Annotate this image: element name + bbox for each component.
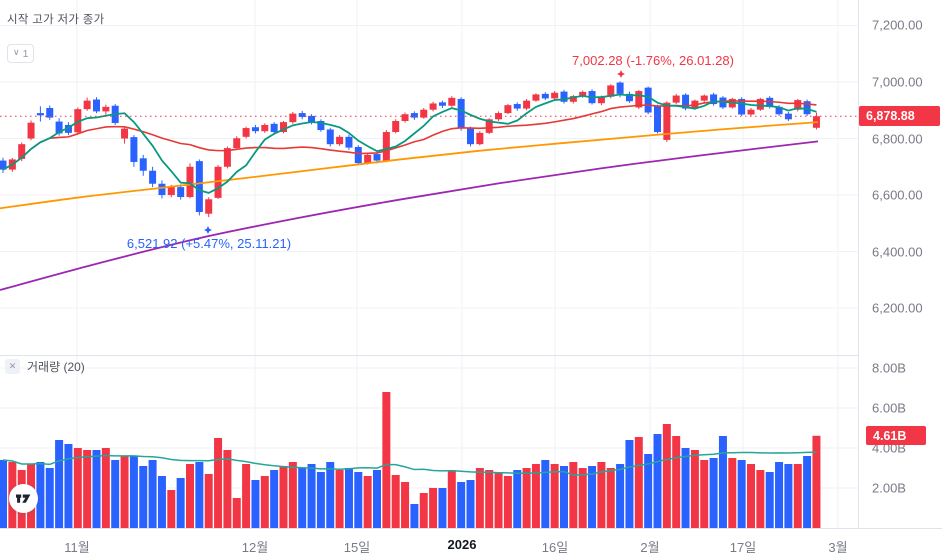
last-price-badge: 6,878.88	[859, 106, 940, 127]
volume-tick-label: 8.00B	[872, 360, 906, 376]
time-tick-label: 17일	[729, 540, 757, 555]
ma-orange-line	[0, 121, 819, 210]
price-tick-label: 7,200.00	[872, 17, 923, 33]
volume-bars	[0, 392, 821, 528]
price-tick-label: 6,800.00	[872, 131, 923, 147]
tradingview-logo-icon	[16, 494, 31, 503]
time-tick-label: 2026	[447, 537, 477, 552]
price-tick-label: 6,400.00	[872, 244, 923, 260]
volume-legend: ✕ 거래량 (20)	[5, 358, 85, 375]
low-annotation: 6,521.92 (+5.47%, 25.11.21)	[126, 236, 292, 251]
price-tick-label: 6,200.00	[872, 300, 923, 316]
volume-legend-label: 거래량 (20)	[27, 360, 85, 374]
time-tick-label: 11월	[64, 540, 90, 555]
tradingview-logo[interactable]	[9, 484, 38, 513]
annotation-markers	[204, 70, 625, 234]
close-icon[interactable]: ✕	[5, 359, 20, 374]
collapsed-count: 1	[22, 47, 29, 60]
ohlc-legend: 시작 고가 저가 종가	[7, 14, 105, 26]
time-tick-label: 15일	[343, 540, 371, 555]
volume-ma-line	[2, 451, 817, 476]
ma-green-line	[2, 93, 817, 194]
time-tick-label: 3월	[828, 540, 848, 555]
time-axis[interactable]: 11월 12월 15일 2026 16일 2월 17일 3월	[0, 528, 942, 559]
ma-purple-line	[0, 140, 819, 291]
pane-divider[interactable]	[0, 355, 942, 356]
time-tick-label: 16일	[541, 540, 569, 555]
price-tick-label: 6,600.00	[872, 187, 923, 203]
volume-tick-label: 2.00B	[872, 480, 906, 496]
price-tick-label: 7,000.00	[872, 74, 923, 90]
time-tick-label: 12월	[241, 540, 269, 555]
grid-lines	[0, 0, 858, 528]
volume-tick-label: 6.00B	[872, 400, 906, 416]
last-volume-badge: 4.61B	[866, 426, 926, 446]
collapse-indicators-button[interactable]: ∨ 1	[7, 44, 35, 63]
time-tick-label: 2월	[640, 540, 660, 555]
candles	[0, 81, 820, 218]
chevron-down-icon: ∨	[13, 47, 20, 57]
price-axis[interactable]: 7,200.00 7,000.00 6,800.00 6,600.00 6,400.00…	[858, 0, 942, 559]
high-annotation: 7,002.28 (-1.76%, 26.01.28)	[572, 53, 734, 68]
